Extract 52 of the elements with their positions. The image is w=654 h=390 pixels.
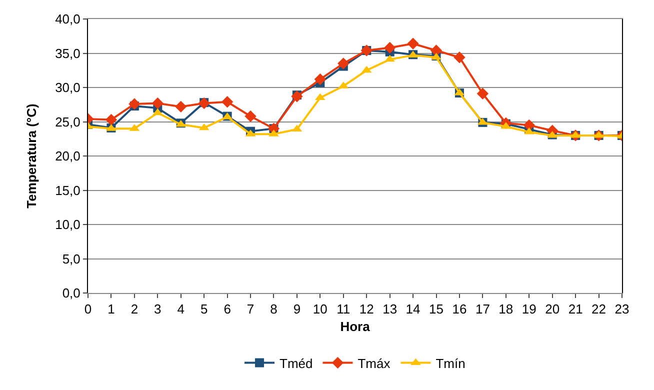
point <box>175 100 187 113</box>
x-axis-title: Hora <box>340 319 371 334</box>
point <box>338 58 350 70</box>
x-tick-label: 20 <box>545 302 560 317</box>
x-tick-label: 21 <box>568 302 583 317</box>
point <box>384 42 396 54</box>
x-tick-label: 5 <box>200 302 208 317</box>
legend-label: Tmáx <box>358 356 391 371</box>
point <box>407 38 419 50</box>
y-tick-label: 30,0 <box>55 80 80 96</box>
legend-label: Tmín <box>436 356 466 371</box>
y-tick-label: 0,0 <box>62 286 80 301</box>
y-tick-label: 15,0 <box>55 182 80 198</box>
legend-label: Tméd <box>280 356 313 371</box>
point <box>152 97 164 110</box>
x-tick-label: 7 <box>246 302 254 317</box>
x-tick-label: 1 <box>108 302 115 317</box>
y-tick-label: 35,0 <box>55 46 80 61</box>
y-tick-label: 40,0 <box>55 12 80 27</box>
point <box>314 73 326 86</box>
x-tick-label: 8 <box>270 302 278 317</box>
point <box>476 88 489 100</box>
point <box>454 52 466 64</box>
point <box>105 114 118 126</box>
x-tick-label: 14 <box>406 302 420 317</box>
x-tick-label: 2 <box>130 302 138 317</box>
x-tick-label: 19 <box>522 302 536 317</box>
x-tick-label: 9 <box>293 302 301 317</box>
x-tick-label: 13 <box>382 302 398 317</box>
x-tick-label: 15 <box>429 302 444 317</box>
x-tick-label: 3 <box>154 302 162 317</box>
x-tick-label: 0 <box>84 302 92 317</box>
x-tick-label: 12 <box>359 302 374 317</box>
x-tick-label: 22 <box>592 302 606 317</box>
x-tick-label: 4 <box>177 302 184 317</box>
point <box>221 96 234 108</box>
x-tick-label: 23 <box>614 302 630 317</box>
x-tick-label: 17 <box>475 302 490 317</box>
y-tick-label: 20,0 <box>55 148 80 164</box>
x-tick-label: 6 <box>224 302 231 317</box>
x-tick-label: 10 <box>312 302 328 317</box>
y-tick-label: 25,0 <box>55 114 80 130</box>
point <box>128 98 140 110</box>
x-tick-label: 16 <box>452 302 467 317</box>
y-tick-label: 10,0 <box>55 217 80 232</box>
y-axis-title: Temperatura (°C) <box>24 104 40 208</box>
point <box>291 90 303 102</box>
x-tick-label: 11 <box>336 302 350 317</box>
x-tick-label: 18 <box>498 302 514 317</box>
y-tick-label: 5,0 <box>62 251 80 266</box>
point <box>244 110 256 122</box>
point <box>430 44 442 56</box>
